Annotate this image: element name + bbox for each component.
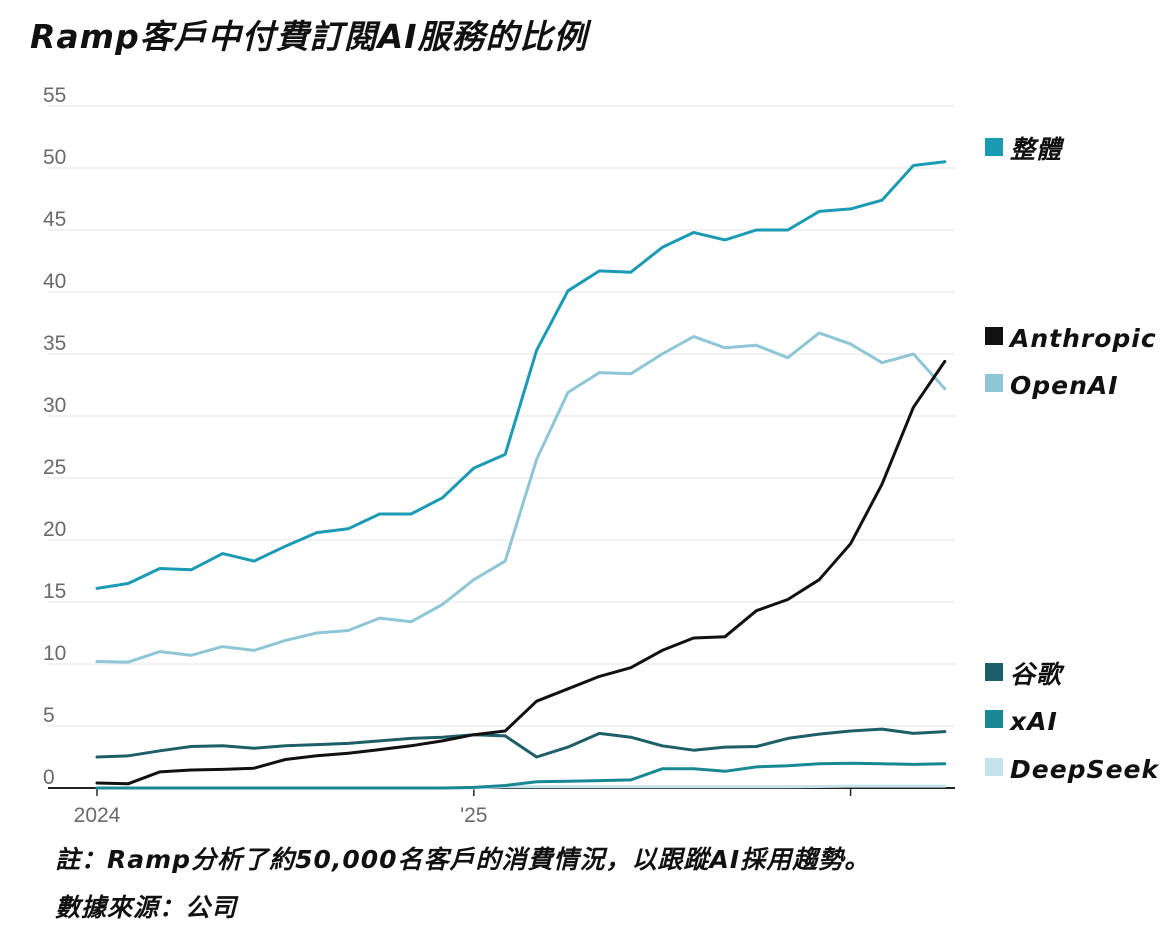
x-tick-label: '25 <box>460 804 487 827</box>
legend-label: 整體 <box>1010 135 1065 164</box>
chart-title: Ramp客戶中付費訂閱AI服務的比例 <box>30 17 588 56</box>
legend-label: Anthropic <box>1008 324 1157 353</box>
y-tick-label: 20 <box>43 518 66 541</box>
y-tick-label: 45 <box>43 208 66 231</box>
legend-swatch <box>985 758 1003 776</box>
series-line-2 <box>95 331 947 664</box>
y-tick-label: 40 <box>43 270 66 293</box>
y-tick-label: 25 <box>43 456 66 479</box>
series-line-1 <box>95 359 947 786</box>
legend-label: xAI <box>1008 707 1058 736</box>
y-tick-label: 10 <box>43 642 66 665</box>
y-tick-label: 30 <box>43 394 66 417</box>
x-tick-label: 2024 <box>74 804 121 827</box>
legend-label: DeepSeek <box>1010 755 1159 784</box>
y-tick-label: 5 <box>43 704 55 727</box>
legend-label: OpenAI <box>1010 371 1119 400</box>
legend-swatch <box>985 663 1003 681</box>
series-line-0 <box>95 160 947 590</box>
chart-source: 數據來源：公司 <box>55 893 238 922</box>
legend-swatch <box>985 710 1003 728</box>
legend-swatch <box>985 138 1003 156</box>
series-line-3 <box>95 727 947 759</box>
legend-label: 谷歌 <box>1010 660 1065 689</box>
y-tick-label: 15 <box>43 580 66 603</box>
legend-swatch <box>985 374 1003 392</box>
y-tick-label: 0 <box>43 766 55 789</box>
y-tick-label: 50 <box>43 146 66 169</box>
y-tick-label: 55 <box>43 84 66 107</box>
legend-swatch <box>985 327 1003 345</box>
series-line-4 <box>95 761 947 790</box>
chart-note: 註：Ramp分析了約50,000名客戶的消費情況，以跟蹤AI採用趨勢。 <box>55 845 871 874</box>
y-tick-label: 35 <box>43 332 66 355</box>
